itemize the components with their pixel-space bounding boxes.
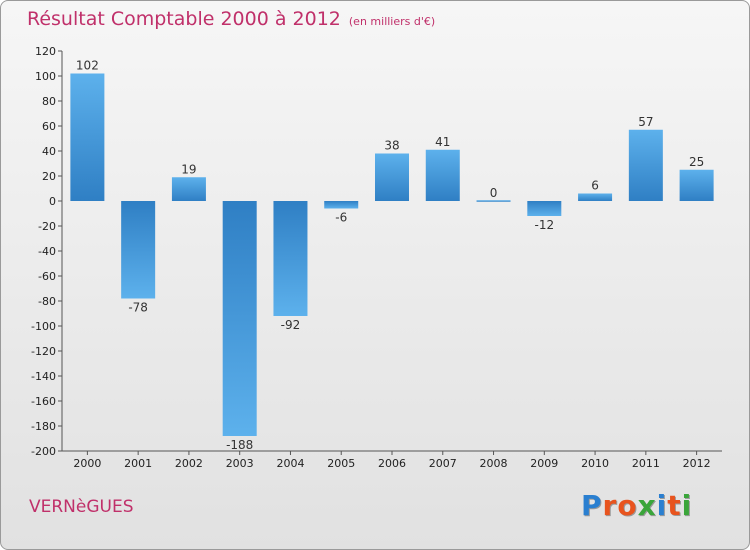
proxiti-logo[interactable]: Proxiti <box>581 489 692 522</box>
y-tick-label: 40 <box>42 145 56 158</box>
bar-2004[interactable] <box>273 201 308 316</box>
chart-title: Résultat Comptable 2000 à 2012 <box>27 8 341 30</box>
y-tick-label: -60 <box>38 270 56 283</box>
y-tick-label: -120 <box>31 345 56 358</box>
x-tick-label: 2012 <box>683 457 711 470</box>
data-label-2006: 38 <box>384 139 399 153</box>
y-tick-label: 120 <box>35 45 56 58</box>
y-tick-label: 100 <box>35 70 56 83</box>
y-tick-label: -20 <box>38 220 56 233</box>
x-tick-label: 2011 <box>632 457 660 470</box>
x-tick-label: 2009 <box>530 457 558 470</box>
logo-letter: o <box>617 489 638 522</box>
y-tick-label: -140 <box>31 370 56 383</box>
x-tick-label: 2006 <box>378 457 406 470</box>
data-label-2009: -12 <box>535 218 555 232</box>
data-label-2005: -6 <box>335 211 347 225</box>
data-label-2011: 57 <box>638 115 653 129</box>
logo-letter: P <box>581 489 603 522</box>
data-label-2010: 6 <box>591 179 599 193</box>
bar-2003[interactable] <box>222 201 257 436</box>
x-tick-label: 2005 <box>327 457 355 470</box>
y-tick-label: -160 <box>31 395 56 408</box>
bar-2007[interactable] <box>425 149 460 201</box>
bar-2010[interactable] <box>578 193 613 202</box>
bar-2008[interactable] <box>476 200 511 202</box>
data-label-2000: 102 <box>76 59 99 73</box>
x-tick-label: 2004 <box>276 457 304 470</box>
bar-2006[interactable] <box>375 153 409 202</box>
x-tick-label: 2007 <box>429 457 457 470</box>
logo-letter: x <box>637 489 657 522</box>
commune-name: VERNèGUES <box>29 497 134 517</box>
data-label-2008: 0 <box>490 186 498 200</box>
x-tick-label: 2002 <box>175 457 203 470</box>
logo-letter: i <box>656 489 668 522</box>
y-tick-label: -40 <box>38 245 56 258</box>
bar-2001[interactable] <box>121 201 156 299</box>
data-label-2012: 25 <box>689 155 704 169</box>
x-tick-label: 2000 <box>73 457 101 470</box>
bar-2011[interactable] <box>628 129 663 201</box>
chart-subtitle: (en milliers d'€) <box>348 15 436 28</box>
y-tick-label: 20 <box>42 170 56 183</box>
bar-2005[interactable] <box>324 201 359 209</box>
bar-2012[interactable] <box>679 169 714 201</box>
bar-2000[interactable] <box>70 73 105 202</box>
y-tick-label: -80 <box>38 295 56 308</box>
y-tick-label: 80 <box>42 95 56 108</box>
y-tick-label: -100 <box>31 320 56 333</box>
x-tick-label: 2003 <box>226 457 254 470</box>
y-tick-label: -180 <box>31 420 56 433</box>
logo-letter: i <box>681 489 693 522</box>
data-label-2001: -78 <box>128 301 148 315</box>
y-tick-label: 0 <box>49 195 56 208</box>
x-tick-label: 2010 <box>581 457 609 470</box>
logo-letter: t <box>667 489 682 522</box>
title-block: Résultat Comptable 2000 à 2012 (en millie… <box>27 8 435 30</box>
bar-2002[interactable] <box>171 177 206 201</box>
data-label-2007: 41 <box>435 135 450 149</box>
x-tick-label: 2001 <box>124 457 152 470</box>
data-label-2003: -188 <box>226 438 253 452</box>
data-label-2002: 19 <box>181 162 196 176</box>
data-label-2004: -92 <box>281 318 301 332</box>
bar-2009[interactable] <box>527 201 562 216</box>
y-tick-label: 60 <box>42 120 56 133</box>
y-tick-label: -200 <box>31 445 56 458</box>
x-tick-label: 2008 <box>480 457 508 470</box>
logo-letter: r <box>602 489 618 522</box>
